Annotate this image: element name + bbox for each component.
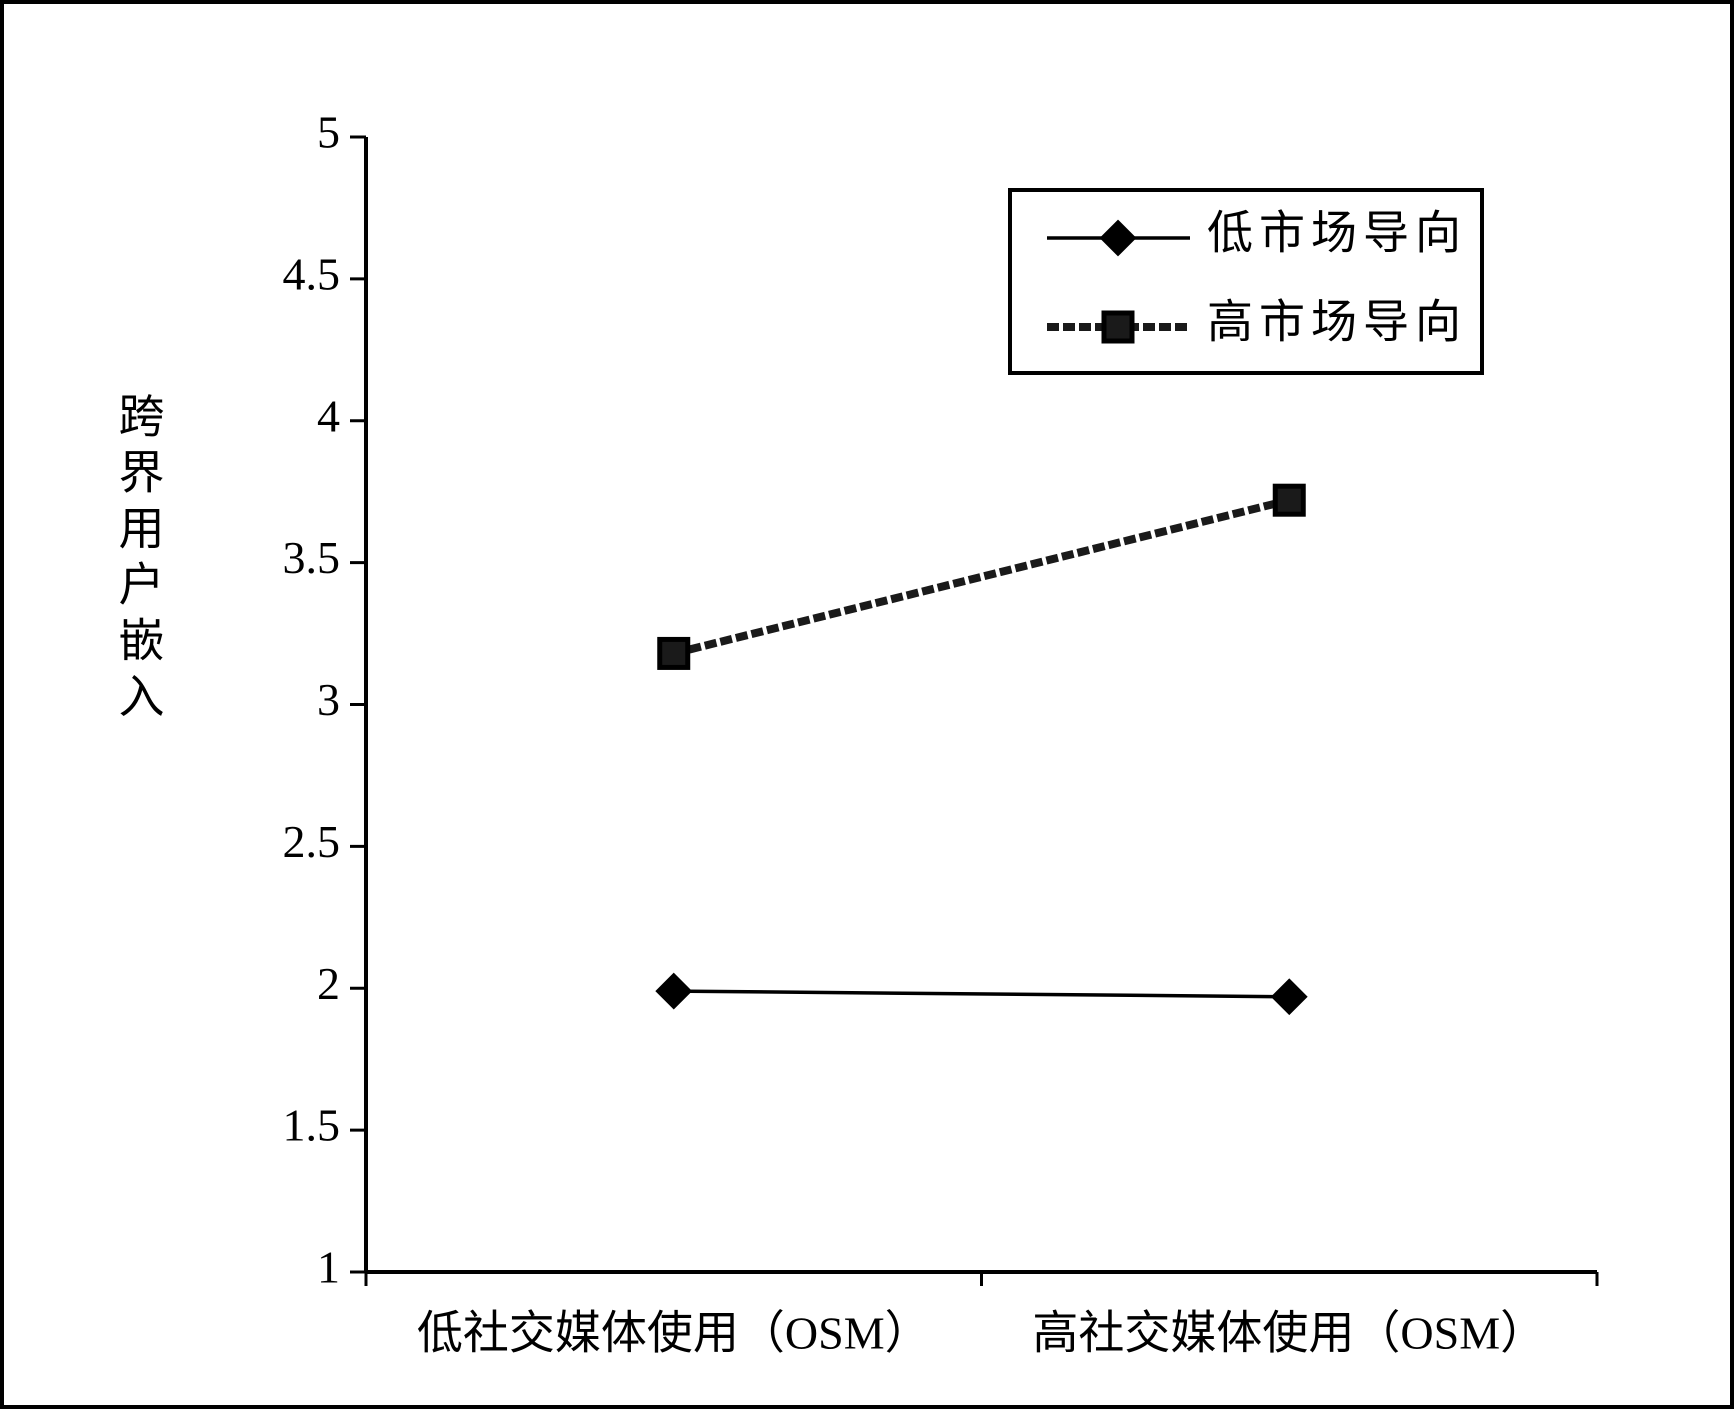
y-tick-label: 3.5 bbox=[283, 532, 341, 583]
data-point bbox=[655, 972, 693, 1010]
legend-marker bbox=[1099, 219, 1137, 257]
x-tick-label: 高社交媒体使用（OSM） bbox=[1032, 1308, 1546, 1359]
x-tick-label: 低社交媒体使用（OSM） bbox=[417, 1308, 931, 1359]
legend-marker bbox=[1101, 310, 1135, 344]
y-axis-title: 跨界用户嵌入 bbox=[112, 392, 163, 728]
legend-label: 低市场导向 bbox=[1207, 208, 1467, 259]
data-point bbox=[1270, 978, 1308, 1016]
y-tick-label: 4.5 bbox=[283, 248, 341, 299]
y-tick-label: 1.5 bbox=[283, 1100, 341, 1151]
y-tick-label: 5 bbox=[317, 107, 340, 158]
y-tick-label: 4 bbox=[317, 390, 340, 441]
y-tick-label: 2.5 bbox=[283, 816, 341, 867]
legend-label: 高市场导向 bbox=[1207, 297, 1467, 348]
data-point bbox=[1272, 483, 1306, 517]
data-point bbox=[657, 636, 691, 670]
series-line bbox=[672, 496, 1291, 658]
y-tick-label: 3 bbox=[317, 674, 340, 725]
y-axis-title-text: 跨界用户嵌入 bbox=[112, 392, 163, 728]
y-tick-label: 2 bbox=[317, 958, 340, 1009]
series-line bbox=[673, 989, 1290, 999]
legend-box bbox=[1008, 188, 1484, 375]
y-tick-label: 1 bbox=[317, 1242, 340, 1293]
